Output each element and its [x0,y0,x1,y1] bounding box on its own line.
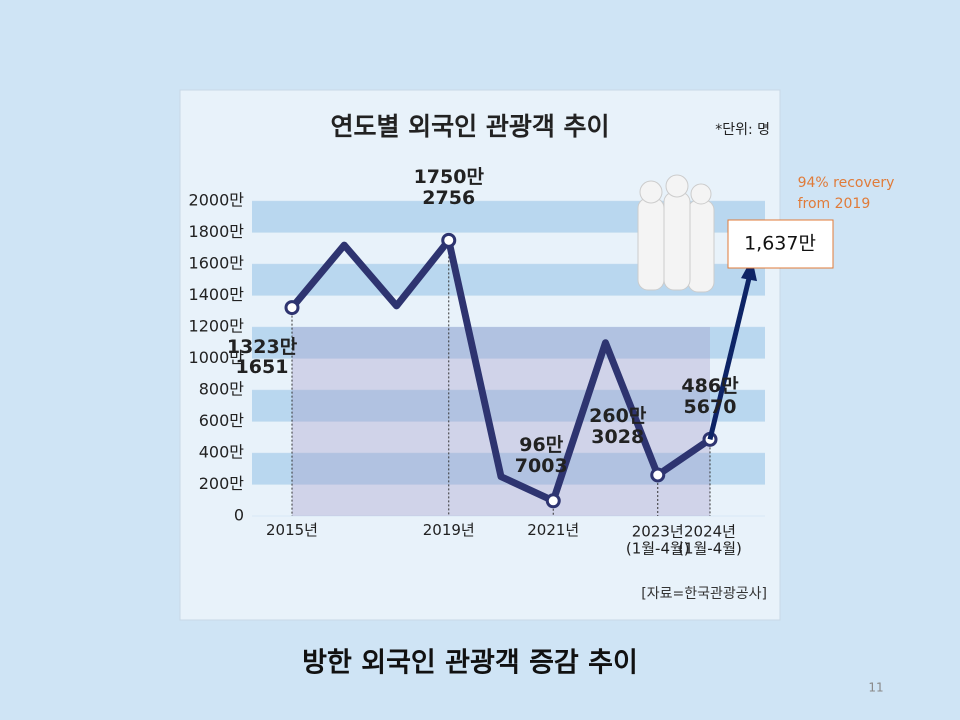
chart-title: 연도별 외국인 관광객 추이 [330,112,609,141]
line [289,236,712,505]
x-tick-label: 2024년 (1월-4월) [678,522,742,557]
x-tick-label: 2019년 [422,520,475,539]
y-tick-label: 1800만 [189,222,245,241]
y-tick-label: 800만 [199,380,245,399]
band [252,327,765,359]
y-tick-label: 600만 [199,411,245,430]
page-number: 11 [868,681,883,695]
projection-label: 1,637만 [744,232,816,255]
point [284,300,300,316]
point [545,493,561,509]
x-tick-label: 2021년 [527,520,580,539]
x-tick-label: 2015년 [266,520,318,539]
value-label: 260만 3028 [589,405,647,448]
point [441,232,457,248]
y-tick-label: 1600만 [189,254,245,273]
value-label: 486만 5670 [681,375,739,419]
y-tick-label: 1400만 [189,285,245,304]
point [650,467,666,483]
y-tick-label: 2000만 [189,191,245,210]
y-tick-label: 1000만 [189,348,245,367]
projection-arrow [707,273,753,440]
people-icon [637,174,715,293]
y-tick-label: 400만 [199,443,245,462]
shade [292,327,710,516]
value-label: 1323만 1651 [226,335,298,379]
projection-box [727,219,834,269]
caption: 방한 외국인 관광객 증감 추이 [302,648,638,679]
y-tick-label: 1200만 [189,317,245,336]
value-label: 1750만 2756 [413,166,484,210]
source: [자료=한국관광공사] [641,586,767,602]
x-tick-label: 2023년 (1월-4월) [625,522,690,557]
band [252,390,765,422]
unit-note: *단위: 명 [715,122,770,138]
y-tick-label: 200만 [199,474,245,493]
value-label: 96만 7003 [514,433,568,477]
projection-note: 94% recovery from 2019 [797,175,895,212]
y-tick-label: 0 [234,506,244,525]
